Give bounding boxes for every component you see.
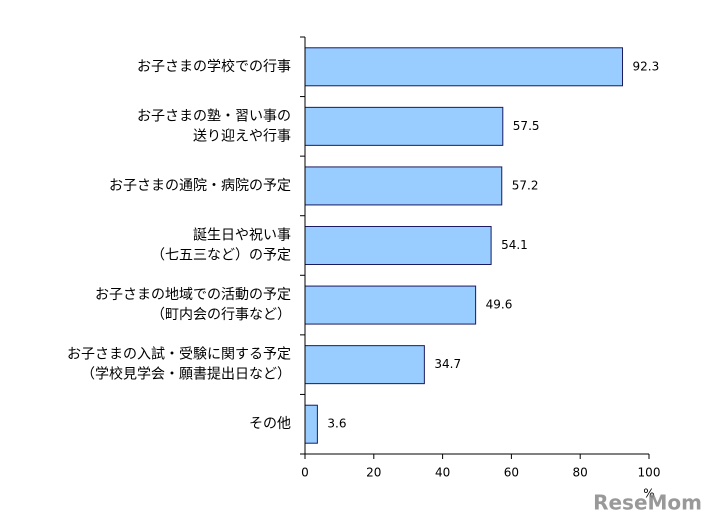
bar (304, 226, 492, 265)
x-tick-label: 20 (366, 466, 381, 480)
value-label: 49.6 (486, 298, 513, 312)
value-label: 92.3 (633, 59, 660, 73)
bar (304, 166, 503, 206)
x-unit: % (643, 487, 654, 501)
value-label: 54.1 (501, 238, 528, 252)
x-tick-label: 60 (504, 466, 519, 480)
watermark: ReseMom (593, 491, 702, 515)
category-label: お子さまの塾・習い事の送り迎えや行事 (137, 108, 291, 144)
bar (304, 106, 504, 146)
value-label: 34.7 (434, 357, 461, 371)
x-tick-label: 0 (301, 466, 309, 480)
category-label: お子さまの学校での行事 (137, 58, 291, 75)
category-label: お子さまの地域での活動の予定（町内会の行事など） (95, 287, 291, 323)
bar (304, 345, 425, 385)
category-label: 誕生日や祝い事（七五三など）の予定 (151, 228, 291, 264)
category-label: お子さまの入試・受験に関する予定（学校見学会・願書提出日など） (67, 347, 291, 383)
bar (304, 285, 477, 325)
category-label: お子さまの通院・病院の予定 (109, 178, 291, 194)
value-label: 57.2 (512, 178, 539, 192)
category-label: その他 (249, 416, 291, 432)
value-label: 3.6 (327, 417, 346, 431)
value-label: 57.5 (513, 119, 540, 133)
x-tick-label: 80 (573, 466, 588, 480)
x-tick-label: 100 (638, 466, 661, 480)
bar (304, 404, 318, 444)
x-tick-label: 40 (435, 466, 450, 480)
bar (304, 47, 624, 87)
